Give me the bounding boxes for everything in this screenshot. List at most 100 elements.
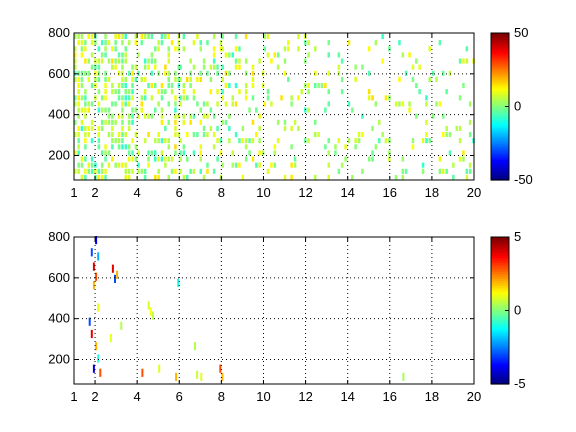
colorbar-segment xyxy=(491,310,509,314)
colorbar-segment xyxy=(491,163,509,167)
heatmap-cell xyxy=(182,119,186,125)
heatmap-cell xyxy=(111,113,114,119)
colorbar-segment xyxy=(491,88,509,92)
heatmap-cell xyxy=(87,34,90,40)
heatmap-cell xyxy=(224,52,228,58)
heatmap-cell xyxy=(80,70,84,76)
colorbar-segment xyxy=(491,60,509,64)
heatmap-cell xyxy=(251,119,255,125)
heatmap-cell xyxy=(100,119,104,125)
heatmap-cell xyxy=(297,34,300,40)
heatmap-cell xyxy=(347,101,351,107)
colorbar-segment xyxy=(491,312,509,316)
heatmap-cell xyxy=(428,46,431,52)
x-tick-label: 16 xyxy=(383,389,397,404)
heatmap-cell xyxy=(94,168,97,174)
heatmap-cell xyxy=(149,307,152,316)
colorbar-segment xyxy=(491,358,509,362)
heatmap-cell xyxy=(150,83,154,89)
heatmap-cell xyxy=(104,52,107,58)
heatmap-cell xyxy=(174,125,177,131)
heatmap-cell xyxy=(196,370,199,379)
heatmap-cell xyxy=(147,156,150,162)
heatmap-cell xyxy=(150,95,154,101)
heatmap-cell xyxy=(381,34,384,40)
heatmap-cell xyxy=(92,364,95,373)
x-tick-label: 6 xyxy=(176,185,183,200)
heatmap-cell xyxy=(164,156,167,162)
colorbar-segment xyxy=(491,143,509,147)
bottom-heatmap-cells xyxy=(88,236,405,381)
heatmap-cell xyxy=(160,34,164,40)
heatmap-cell xyxy=(80,40,84,46)
colorbar-tick-label: 0 xyxy=(514,303,521,318)
heatmap-cell xyxy=(425,119,428,125)
heatmap-cell xyxy=(251,83,255,89)
heatmap-cell xyxy=(371,150,374,156)
heatmap-cell xyxy=(84,174,87,180)
colorbar-segment xyxy=(491,83,509,87)
heatmap-cell xyxy=(263,101,266,107)
heatmap-cell xyxy=(117,34,121,40)
heatmap-cell xyxy=(111,119,114,125)
heatmap-cell xyxy=(117,83,121,89)
heatmap-cell xyxy=(378,119,381,125)
heatmap-cell xyxy=(448,132,452,138)
x-tick-label: 20 xyxy=(467,389,481,404)
heatmap-cell xyxy=(248,138,251,144)
heatmap-cell xyxy=(458,156,462,162)
heatmap-cell xyxy=(327,52,330,58)
heatmap-cell xyxy=(140,107,143,113)
heatmap-cell xyxy=(157,138,160,144)
heatmap-cell xyxy=(314,174,317,180)
heatmap-cell xyxy=(147,58,150,64)
heatmap-cell xyxy=(121,95,124,101)
heatmap-cell xyxy=(465,174,469,180)
heatmap-cell xyxy=(199,107,202,113)
heatmap-cell xyxy=(445,168,448,174)
colorbar-segment xyxy=(491,138,509,142)
colorbar-segment xyxy=(491,255,509,259)
heatmap-cell xyxy=(241,174,245,180)
heatmap-cell xyxy=(219,150,223,156)
heatmap-cell xyxy=(84,40,87,46)
heatmap-cell xyxy=(87,58,90,64)
heatmap-cell xyxy=(186,132,189,138)
heatmap-cell xyxy=(374,144,378,150)
heatmap-cell xyxy=(367,156,371,162)
heatmap-cell xyxy=(415,113,418,119)
colorbar-segment xyxy=(491,161,509,165)
heatmap-cell xyxy=(192,95,196,101)
heatmap-cell xyxy=(137,113,140,119)
heatmap-cell xyxy=(74,101,77,107)
heatmap-cell xyxy=(77,132,80,138)
heatmap-cell xyxy=(100,107,104,113)
heatmap-cell xyxy=(408,107,411,113)
heatmap-cell xyxy=(127,95,131,101)
heatmap-cell xyxy=(131,113,134,119)
heatmap-cell xyxy=(87,168,90,174)
heatmap-cell xyxy=(361,168,364,174)
heatmap-cell xyxy=(90,162,94,168)
colorbar-segment xyxy=(491,124,509,128)
heatmap-cell xyxy=(293,156,297,162)
colorbar-segment xyxy=(491,115,509,119)
heatmap-cell xyxy=(199,70,202,76)
heatmap-cell xyxy=(324,144,327,150)
heatmap-cell xyxy=(117,138,121,144)
heatmap-cell xyxy=(90,83,94,89)
colorbar-segment xyxy=(491,177,509,181)
heatmap-cell xyxy=(77,113,80,119)
y-tick-label: 400 xyxy=(48,311,70,326)
heatmap-cell xyxy=(307,52,310,58)
heatmap-cell xyxy=(134,144,138,150)
heatmap-cell xyxy=(206,132,209,138)
heatmap-cell xyxy=(182,46,186,52)
heatmap-cell xyxy=(141,368,144,377)
heatmap-cell xyxy=(80,125,84,131)
heatmap-cell xyxy=(77,138,80,144)
heatmap-cell xyxy=(84,58,87,64)
heatmap-cell xyxy=(84,46,87,52)
heatmap-cell xyxy=(468,162,472,168)
heatmap-cell xyxy=(196,34,199,40)
